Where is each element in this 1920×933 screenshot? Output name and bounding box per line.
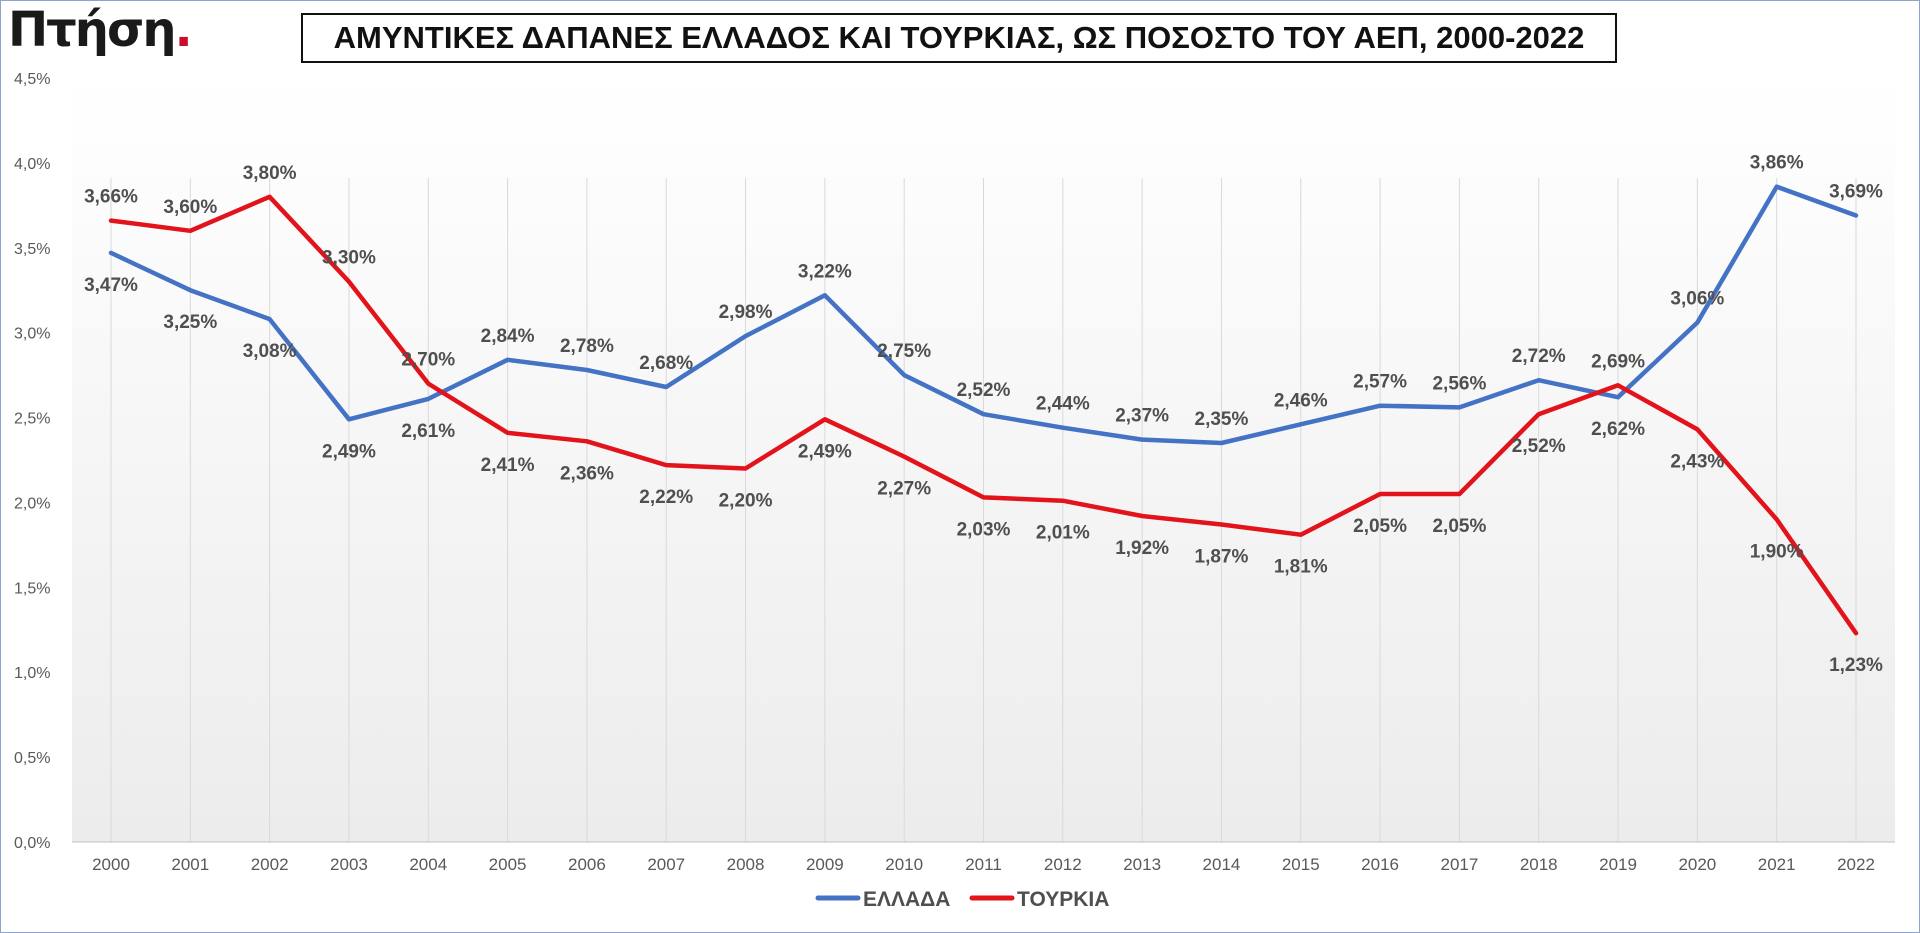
data-labels: 3,47% 3,25% 3,08% 2,49% 2,61% 2,84% 2,78% 2,68%… <box>84 153 1883 677</box>
data-label: 3,47% <box>84 275 138 296</box>
x-tick-label: 2006 <box>568 855 606 874</box>
logo-dot: . <box>174 2 193 58</box>
x-tick-label: 2015 <box>1282 855 1320 874</box>
data-label: 2,57% <box>1353 372 1407 393</box>
data-label: 3,22% <box>798 261 852 282</box>
data-label: 2,20% <box>719 490 773 511</box>
x-tick-label: 2001 <box>171 855 209 874</box>
x-tick-label: 2014 <box>1203 855 1241 874</box>
y-tick-label: 0,0% <box>14 835 50 852</box>
x-tick-label: 2019 <box>1599 855 1637 874</box>
x-tick-label: 2013 <box>1123 855 1161 874</box>
data-label: 2,78% <box>560 336 614 357</box>
data-label: 3,08% <box>243 341 297 362</box>
data-label: 2,61% <box>401 421 455 442</box>
x-tick-label: 2010 <box>885 855 923 874</box>
y-tick-label: 3,5% <box>14 241 50 258</box>
data-label: 3,80% <box>243 163 297 184</box>
data-label: 2,70% <box>401 350 455 371</box>
x-tick-label: 2002 <box>251 855 289 874</box>
data-label: 2,49% <box>798 441 852 462</box>
data-label: 2,05% <box>1353 516 1407 537</box>
data-label: 2,49% <box>322 441 376 462</box>
x-tick-label: 2020 <box>1678 855 1716 874</box>
data-label: 3,60% <box>163 197 217 218</box>
data-label: 2,01% <box>1036 523 1090 544</box>
data-label: 2,52% <box>957 380 1011 401</box>
data-label: 3,69% <box>1829 182 1883 203</box>
data-label: 1,81% <box>1274 557 1328 578</box>
data-label: 2,52% <box>1512 436 1566 457</box>
x-tick-label: 2000 <box>92 855 130 874</box>
x-tick-label: 2008 <box>727 855 765 874</box>
data-label: 2,05% <box>1432 516 1486 537</box>
data-label: 2,72% <box>1512 346 1566 367</box>
data-label: 2,41% <box>481 455 535 476</box>
x-tick-label: 2011 <box>965 855 1002 874</box>
data-label: 2,43% <box>1670 451 1724 472</box>
data-label: 2,46% <box>1274 390 1328 411</box>
series-lines <box>108 184 1859 636</box>
data-label: 2,62% <box>1591 419 1645 440</box>
legend-label: ΕΛΛΑΔΑ <box>863 888 950 911</box>
y-tick-label: 2,0% <box>14 495 50 512</box>
y-axis: 0,0% 0,5% 1,0% 1,5% 2,0% 2,5% 3,0% 3,5% 4,0% 4,5% <box>14 71 50 852</box>
x-tick-label: 2007 <box>647 855 685 874</box>
y-tick-label: 3,0% <box>14 326 50 343</box>
data-label: 2,27% <box>877 479 931 500</box>
x-tick-label: 2005 <box>489 855 527 874</box>
data-label: 2,36% <box>560 463 614 484</box>
data-label: 2,22% <box>639 487 693 508</box>
data-label: 2,56% <box>1432 373 1486 394</box>
y-tick-label: 0,5% <box>14 750 50 767</box>
y-tick-label: 4,5% <box>14 71 50 88</box>
logo-text: Πτήση <box>8 2 177 58</box>
data-label: 3,66% <box>84 187 138 208</box>
x-tick-label: 2012 <box>1044 855 1082 874</box>
series-line-turkey <box>108 194 1859 636</box>
data-label: 2,69% <box>1591 351 1645 372</box>
x-tick-label: 2018 <box>1520 855 1558 874</box>
data-label: 2,03% <box>957 519 1011 540</box>
data-label: 2,44% <box>1036 394 1090 415</box>
legend-label: ΤΟΥΡΚΙΑ <box>1017 888 1109 911</box>
data-label: 2,35% <box>1195 409 1249 430</box>
y-tick-label: 1,5% <box>14 580 50 597</box>
x-tick-label: 2009 <box>806 855 844 874</box>
data-label: 2,75% <box>877 341 931 362</box>
data-label: 1,90% <box>1750 541 1804 562</box>
data-label: 3,30% <box>322 248 376 269</box>
data-label: 1,87% <box>1195 547 1249 568</box>
x-axis: 2000 2001 2002 2003 2004 2005 2006 2007 2008 2009… <box>72 841 1895 874</box>
y-tick-label: 2,5% <box>14 411 50 428</box>
data-label: 2,37% <box>1115 406 1169 427</box>
y-tick-label: 4,0% <box>14 156 50 173</box>
x-tick-label: 2004 <box>409 855 447 874</box>
x-tick-label: 2016 <box>1361 855 1399 874</box>
brand-logo: Πτήση. <box>8 2 193 62</box>
data-label: 3,25% <box>163 312 217 333</box>
data-label: 1,23% <box>1829 655 1883 676</box>
x-tick-label: 2021 <box>1758 855 1796 874</box>
data-label: 2,98% <box>719 302 773 323</box>
data-label: 2,84% <box>481 326 535 347</box>
x-tick-label: 2017 <box>1440 855 1478 874</box>
legend: ΕΛΛΑΔΑ ΤΟΥΡΚΙΑ <box>815 888 1109 911</box>
chart-title: ΑΜΥΝΤΙΚΕΣ ΔΑΠΑΝΕΣ ΕΛΛΑΔΟΣ ΚΑΙ ΤΟΥΡΚΙΑΣ, … <box>301 13 1617 63</box>
x-tick-label: 2003 <box>330 855 368 874</box>
series-line-greece <box>108 184 1859 446</box>
y-tick-label: 1,0% <box>14 665 50 682</box>
data-label: 3,06% <box>1670 288 1724 309</box>
data-label: 1,92% <box>1115 538 1169 559</box>
data-label: 3,86% <box>1750 153 1804 174</box>
data-label: 2,68% <box>639 353 693 374</box>
x-tick-label: 2022 <box>1837 855 1875 874</box>
